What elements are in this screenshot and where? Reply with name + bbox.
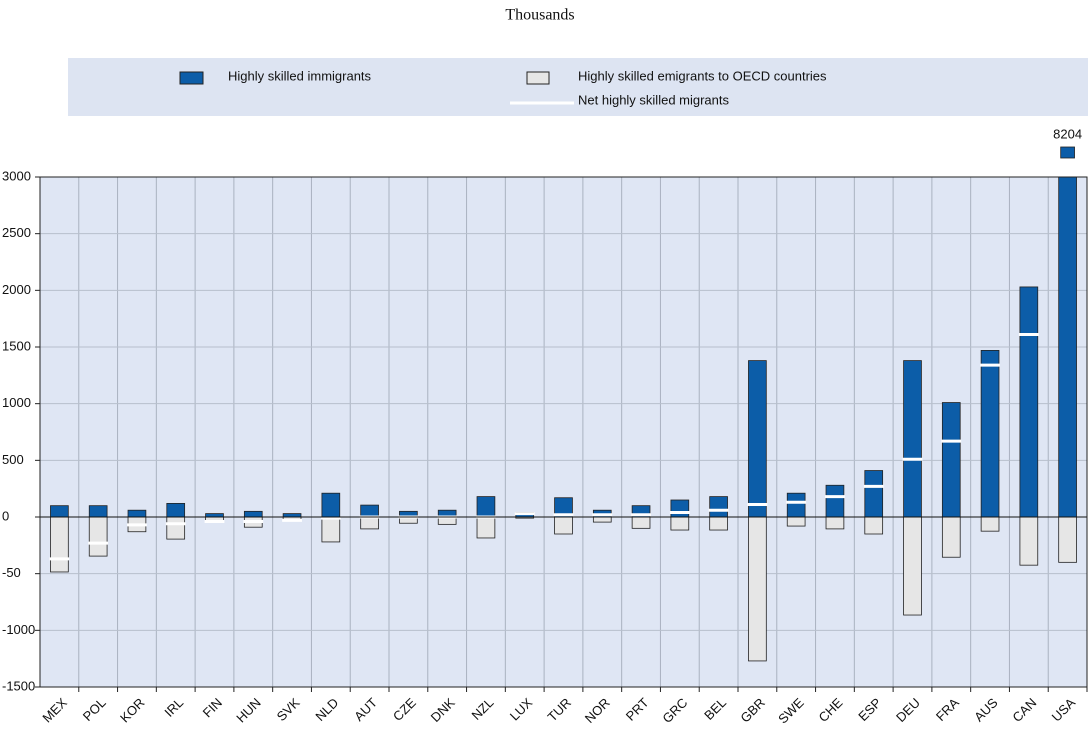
bar xyxy=(709,516,728,531)
x-tick-label: PRT xyxy=(623,695,652,724)
chart-title: Thousands xyxy=(505,7,574,24)
legend xyxy=(68,58,1088,116)
bar xyxy=(321,516,341,543)
bar xyxy=(709,496,728,518)
bar xyxy=(748,516,767,662)
x-tick-label: GBR xyxy=(737,695,768,726)
bar xyxy=(670,516,690,531)
bar xyxy=(631,516,651,529)
bar xyxy=(903,516,922,616)
bar xyxy=(50,516,69,573)
x-tick-label: LUX xyxy=(507,695,536,724)
bar xyxy=(864,516,884,535)
bar xyxy=(127,509,147,518)
y-tick-label: 500 xyxy=(2,452,24,467)
x-tick-label: TUR xyxy=(545,695,574,724)
y-tick-label: 1500 xyxy=(2,338,31,353)
x-tick-label: DNK xyxy=(428,695,458,725)
bar xyxy=(1058,516,1077,563)
legend-swatch xyxy=(526,71,550,85)
bar xyxy=(88,516,108,557)
bar xyxy=(980,516,1000,532)
x-tick-label: MEX xyxy=(39,695,70,726)
x-tick-label: FRA xyxy=(933,695,962,724)
y-tick-label: -1000 xyxy=(2,622,35,637)
bar xyxy=(592,516,612,523)
bar xyxy=(903,360,922,518)
overflow-marker xyxy=(1060,146,1075,159)
bar xyxy=(825,484,845,518)
y-tick-label: -50 xyxy=(2,565,21,580)
bar xyxy=(941,516,961,558)
bar xyxy=(941,402,961,518)
x-tick-label: USA xyxy=(1049,695,1079,725)
bar xyxy=(786,492,806,518)
x-tick-label: NLD xyxy=(312,695,341,724)
bar xyxy=(980,349,1000,518)
legend-swatch xyxy=(179,71,204,85)
legend-label: Highly skilled immigrants xyxy=(228,68,372,83)
x-tick-label: NZL xyxy=(469,695,497,723)
x-tick-label: POL xyxy=(80,695,109,724)
value-label: 8204 xyxy=(1053,126,1082,141)
x-tick-label: IRL xyxy=(161,695,186,720)
bar xyxy=(166,502,186,518)
bar xyxy=(670,499,690,518)
x-tick-label: AUS xyxy=(971,695,1001,725)
y-tick-label: 0 xyxy=(2,508,9,523)
legend-label: Highly skilled emigrants to OECD countri… xyxy=(578,68,827,83)
bar xyxy=(554,516,573,535)
x-tick-label: CZE xyxy=(390,695,419,724)
x-tick-label: HUN xyxy=(233,695,264,726)
bar xyxy=(50,505,69,518)
x-tick-label: DEU xyxy=(893,695,923,725)
y-tick-label: 2500 xyxy=(2,225,31,240)
bar xyxy=(786,516,806,527)
x-tick-label: SWE xyxy=(775,695,807,727)
bar xyxy=(476,516,496,539)
x-tick-label: CHE xyxy=(815,695,845,725)
x-tick-label: KOR xyxy=(117,695,148,726)
y-tick-label: 2000 xyxy=(2,282,31,297)
x-tick-label: ESP xyxy=(855,695,884,724)
legend-label: Net highly skilled migrants xyxy=(578,92,730,107)
bar xyxy=(205,513,224,518)
bar xyxy=(476,496,496,518)
plot-area xyxy=(40,177,1087,687)
bar xyxy=(88,505,108,518)
y-tick-label: 3000 xyxy=(2,168,31,183)
bar xyxy=(321,492,341,518)
x-tick-label: SVK xyxy=(274,695,303,724)
plot-frame xyxy=(39,176,1088,688)
x-tick-label: FIN xyxy=(200,695,225,720)
bar xyxy=(282,513,302,518)
x-tick-label: GRC xyxy=(659,695,690,726)
bar xyxy=(864,470,884,518)
bar xyxy=(166,516,186,540)
bar xyxy=(748,360,767,518)
bar xyxy=(360,504,379,518)
bar xyxy=(825,516,845,530)
bar xyxy=(1019,286,1039,518)
bar xyxy=(243,510,263,518)
bar xyxy=(1019,516,1039,566)
x-tick-label: NOR xyxy=(582,695,613,726)
x-tick-label: CAN xyxy=(1009,695,1039,725)
bar xyxy=(360,516,379,530)
y-tick-label: -1500 xyxy=(2,678,35,693)
x-tick-label: BEL xyxy=(701,695,729,723)
y-tick-label: 1000 xyxy=(2,395,31,410)
x-tick-label: AUT xyxy=(351,695,380,724)
